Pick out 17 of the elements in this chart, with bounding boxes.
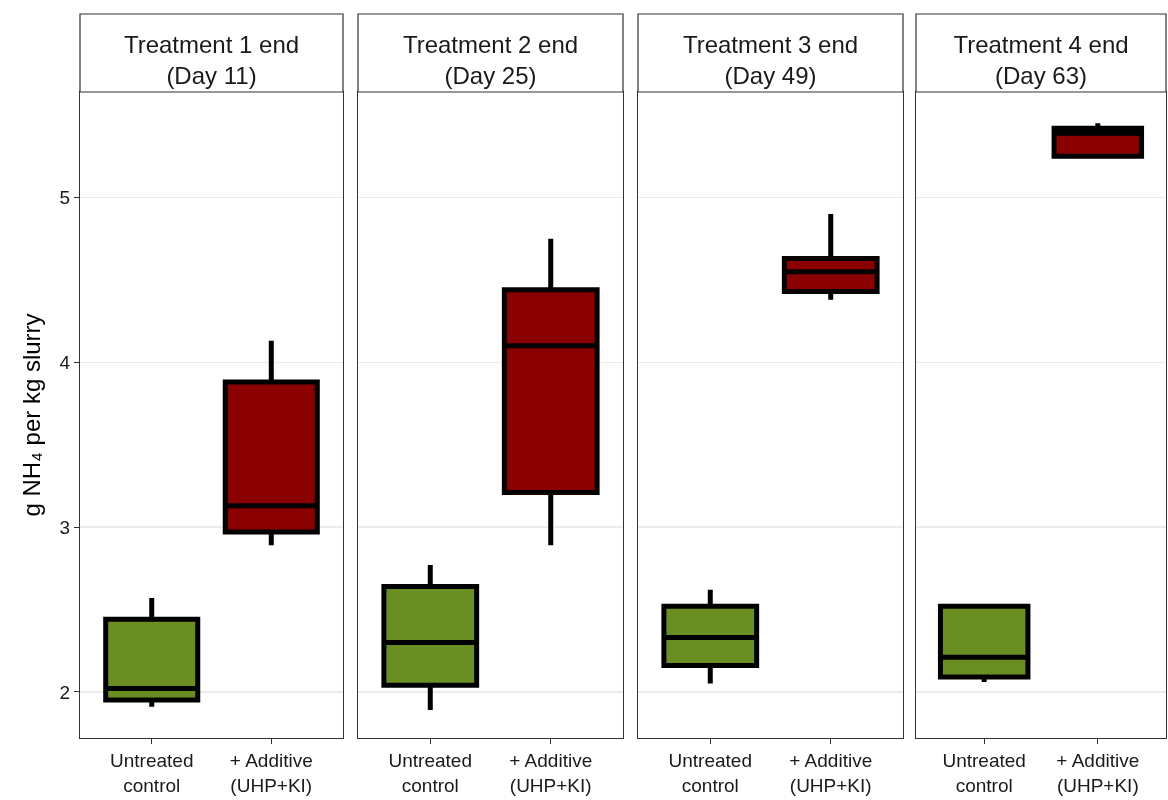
x-tick-label: Untreated control — [942, 750, 1026, 796]
y-axis-title: g NH₄ per kg slurry — [17, 313, 45, 517]
x-tick-label: + Additive (UHP+KI) — [509, 750, 593, 796]
y-tick-label: 5 — [59, 187, 70, 209]
chart-title: Treatment 1 end (Day 11) — [123, 31, 300, 90]
x-tick-label: + Additive (UHP+KI) — [229, 750, 313, 796]
y-tick-label: 4 — [59, 351, 71, 373]
chart-title: Treatment 3 end (Day 49) — [682, 31, 859, 90]
x-tick-label: + Additive (UHP+KI) — [1056, 750, 1140, 796]
y-tick-label: 3 — [59, 516, 70, 538]
x-tick-label: Untreated control — [668, 750, 752, 796]
chart-title: Treatment 2 end (Day 25) — [402, 31, 579, 90]
chart-title: Treatment 4 end (Day 63) — [953, 31, 1129, 90]
x-tick-label: Untreated control — [110, 750, 194, 796]
y-tick-label: 2 — [59, 681, 70, 703]
x-tick-label: Untreated control — [388, 750, 472, 796]
x-tick-label: + Additive (UHP+KI) — [789, 750, 873, 796]
